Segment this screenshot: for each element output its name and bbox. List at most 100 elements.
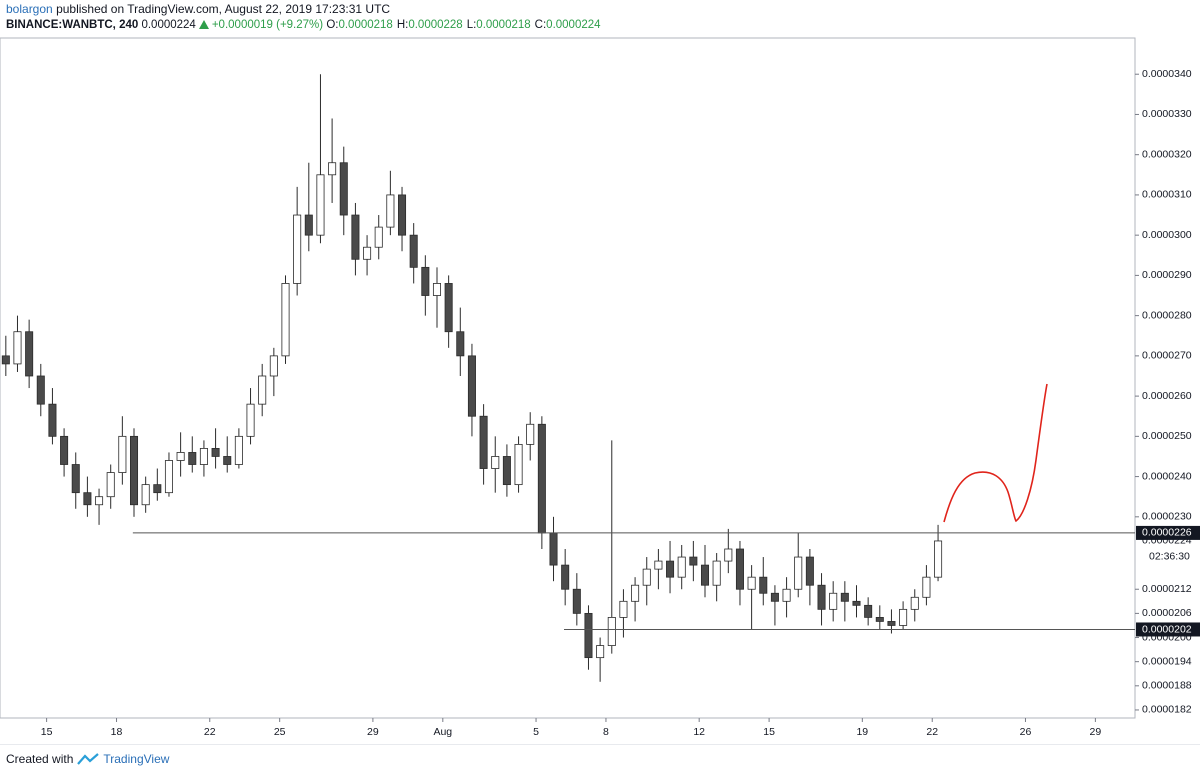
price: 0.0000224: [141, 19, 196, 31]
level-label: 0.0000226: [1142, 527, 1192, 539]
candle-body: [223, 456, 232, 465]
candle-body: [829, 592, 838, 610]
x-tick-label: Aug: [433, 726, 452, 738]
candle-body: [864, 604, 873, 618]
candle-body: [689, 556, 698, 566]
chart: 0.0000340 0.0000330 0.0000320 0.0000310 0.00…: [0, 37, 1200, 745]
candle-body: [141, 484, 150, 506]
candle-body: [794, 556, 803, 590]
y-tick-label: 0.0000188: [1142, 680, 1192, 692]
candle-body: [351, 214, 360, 260]
x-tick-label: 22: [926, 726, 938, 738]
y-tick-label: 0.0000290: [1142, 269, 1192, 281]
candle-body: [782, 588, 791, 602]
candle-body: [421, 266, 430, 296]
candle-body: [153, 484, 162, 494]
plot-border: [0, 37, 1136, 719]
y-tick-label: 0.0000182: [1142, 704, 1192, 716]
candle-body: [211, 448, 220, 457]
level-label-box: [1136, 525, 1200, 540]
y-tick-label: 0.0000280: [1142, 309, 1192, 321]
change: +0.0000019 (+9.27%): [211, 19, 324, 31]
candle-body: [60, 435, 69, 465]
candle-body: [642, 568, 651, 586]
x-tick-label: 26: [1020, 726, 1032, 738]
candle-body: [666, 560, 675, 578]
candle-body: [467, 355, 476, 417]
candle-body: [677, 556, 686, 578]
ohlc-label: C:: [534, 19, 547, 31]
candle-body: [386, 194, 395, 228]
candle-body: [712, 560, 721, 586]
candle-body: [747, 576, 756, 590]
x-tick-label: 22: [204, 726, 216, 738]
candle-body: [770, 592, 779, 602]
x-tick-label: 25: [274, 726, 286, 738]
candle-body: [409, 234, 418, 268]
candle-body: [258, 375, 267, 405]
candle-body: [805, 556, 814, 586]
ohlc-value: 0.0000218: [338, 19, 393, 31]
candle-body: [234, 435, 243, 465]
y-tick-label: 0.0000206: [1142, 607, 1192, 619]
candle-body: [549, 532, 558, 566]
published: published on TradingView.com, August 22,…: [56, 2, 391, 16]
candle-body: [328, 162, 337, 176]
candle-body: [269, 355, 278, 377]
author[interactable]: bolargon: [6, 2, 53, 16]
candle-body: [852, 600, 861, 606]
ohlc-label: O:: [326, 19, 339, 31]
x-tick-label: 29: [367, 726, 379, 738]
candle-body: [199, 448, 208, 465]
level-label: 0.0000202: [1142, 623, 1192, 635]
candle-body: [724, 548, 733, 562]
hand-drawn-projection: [943, 383, 1048, 523]
x-tick-label: 19: [856, 726, 868, 738]
candle-body: [491, 456, 500, 469]
candle-body: [246, 403, 255, 437]
candle-body: [444, 283, 453, 333]
candle-body: [13, 331, 22, 365]
y-tick-label: 0.0000340: [1142, 68, 1192, 80]
last-price-label: 0.0000224: [1142, 535, 1192, 547]
candle-body: [561, 564, 570, 590]
candle-body: [817, 584, 826, 610]
candle-body: [95, 496, 104, 506]
y-tick-label: 0.0000194: [1142, 655, 1192, 667]
candle-body: [25, 331, 34, 377]
candle-body: [363, 246, 372, 260]
footer-text: Created with: [6, 752, 74, 766]
ohlc-value: 0.0000228: [408, 19, 463, 31]
candle-body: [339, 162, 348, 216]
brand: TradingView: [103, 752, 170, 766]
candle-body: [164, 460, 173, 494]
logo: [77, 753, 100, 765]
y-tick-label: 0.0000330: [1142, 108, 1192, 120]
ohlc-value: 0.0000224: [546, 19, 601, 31]
y-tick-label: 0.0000310: [1142, 189, 1192, 201]
candle-body: [374, 226, 383, 248]
y-tick-label: 0.0000212: [1142, 583, 1192, 595]
candle-body: [502, 456, 511, 486]
candle-body: [584, 612, 593, 659]
footer: Created with TradingView: [6, 752, 169, 766]
candle-body: [293, 214, 302, 284]
candle-body: [176, 452, 185, 461]
symbol-line: BINANCE:WANBTC, 240 0.0000224 +0.0000019 …: [6, 19, 605, 31]
candle-body: [910, 596, 919, 610]
up-arrow: [198, 20, 209, 29]
candle-body: [631, 584, 640, 602]
y-tick-label: 0.0000260: [1142, 390, 1192, 402]
x-tick-label: 8: [603, 726, 609, 738]
candle-body: [316, 174, 325, 236]
x-tick-label: 5: [533, 726, 539, 738]
candle-body: [456, 331, 465, 357]
candle-body: [398, 194, 407, 236]
candle-body: [572, 588, 581, 614]
x-tick-label: 15: [41, 726, 53, 738]
level-label-box: [1136, 622, 1200, 637]
candle-body: [48, 403, 57, 437]
candle-body: [840, 592, 849, 602]
candle-body: [887, 621, 896, 626]
